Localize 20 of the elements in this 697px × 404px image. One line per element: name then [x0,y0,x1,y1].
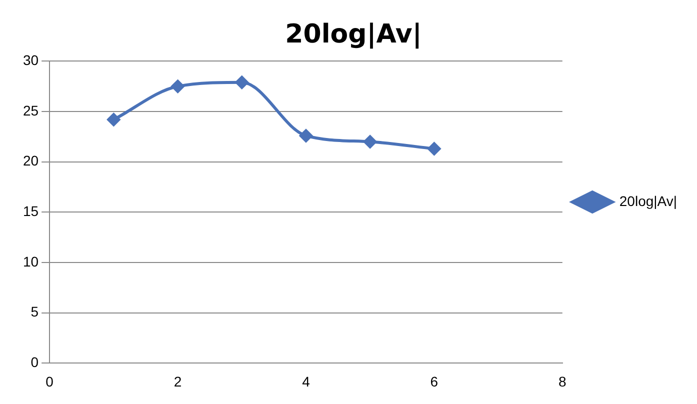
point [107,113,120,126]
y-tick-label: 30 [22,52,39,68]
x-tick-label: 2 [174,373,182,390]
point [235,76,248,89]
x-tick-label: 8 [558,373,566,390]
x-tick-label: 0 [46,373,54,390]
point [299,129,312,142]
point [428,142,441,156]
x-tick-label: 6 [430,373,438,390]
y-tick-label: 15 [22,203,39,220]
point [364,135,377,148]
point [171,80,184,93]
x-tick-label: 4 [302,373,310,390]
chart-title: 20log|Av| [285,19,422,50]
y-tick-label: 10 [22,253,39,270]
legend-label: 20log|Av| [619,192,678,209]
y-tick-label: 5 [30,304,39,320]
y-tick-label: 20 [22,152,39,169]
y-tick-label: 0 [30,354,39,370]
y-tick-label: 25 [22,102,39,118]
